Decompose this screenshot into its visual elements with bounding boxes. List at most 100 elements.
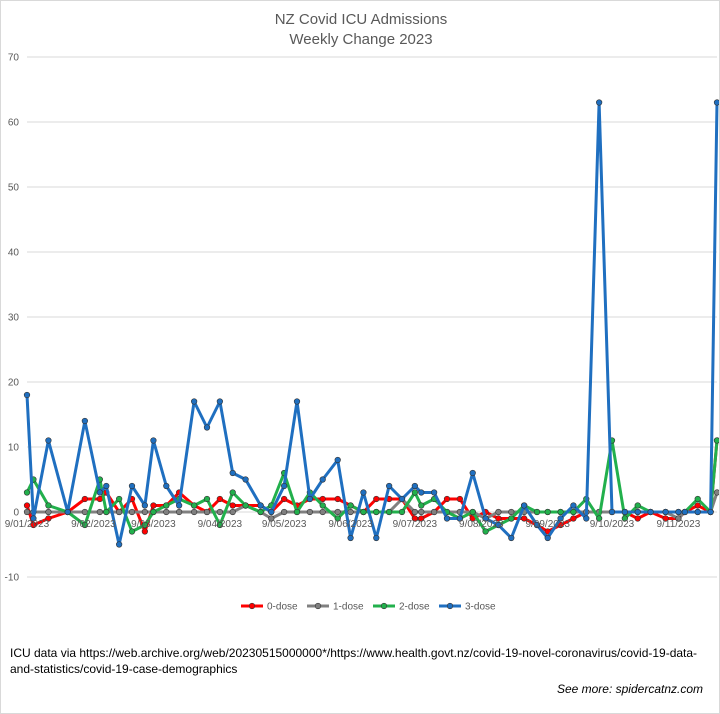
- data-point-2-dose: [482, 528, 489, 535]
- data-point-0-dose: [229, 502, 236, 509]
- y-tick-label: 40: [8, 248, 20, 259]
- data-point-2-dose: [713, 437, 719, 444]
- data-point-3-dose: [557, 515, 564, 522]
- data-point-1-dose: [116, 508, 123, 516]
- data-point-0-dose: [216, 495, 223, 503]
- data-point-3-dose: [411, 482, 418, 490]
- data-point-2-dose: [469, 508, 476, 516]
- data-point-2-dose: [634, 502, 641, 509]
- data-point-3-dose: [583, 515, 590, 522]
- data-point-2-dose: [411, 489, 418, 496]
- data-point-1-dose: [713, 489, 719, 496]
- legend-marker-0-dose: [248, 602, 256, 610]
- x-tick-label: 9/07/2023: [393, 519, 438, 530]
- data-point-2-dose: [398, 508, 406, 516]
- data-point-0-dose: [45, 515, 52, 522]
- data-point-3-dose: [150, 437, 157, 444]
- data-point-3-dose: [707, 508, 714, 516]
- data-point-3-dose: [621, 508, 628, 516]
- data-point-3-dose: [306, 495, 313, 503]
- data-point-0-dose: [456, 495, 463, 503]
- data-point-3-dose: [216, 398, 223, 405]
- data-point-1-dose: [96, 508, 103, 516]
- data-point-3-dose: [373, 534, 380, 542]
- data-point-3-dose: [319, 476, 326, 483]
- data-point-3-dose: [293, 398, 301, 405]
- data-point-3-dose: [533, 521, 541, 529]
- data-point-3-dose: [456, 515, 463, 522]
- data-point-3-dose: [103, 482, 110, 490]
- data-point-3-dose: [176, 502, 183, 509]
- data-point-2-dose: [203, 495, 211, 503]
- x-tick-label: 9/02/2023: [71, 519, 116, 530]
- data-point-1-dose: [675, 515, 682, 522]
- data-point-2-dose: [418, 502, 425, 509]
- data-point-1-dose: [45, 508, 52, 516]
- y-tick-label: 20: [8, 378, 20, 389]
- data-point-2-dose: [360, 508, 367, 516]
- y-tick-label: 60: [8, 118, 20, 129]
- data-point-1-dose: [23, 508, 31, 516]
- data-point-3-dose: [268, 508, 275, 516]
- data-point-3-dose: [64, 508, 71, 516]
- legend-label-1-dose: 1-dose: [333, 602, 364, 613]
- data-point-3-dose: [347, 534, 354, 542]
- chart-title: NZ Covid ICU Admissions: [274, 11, 448, 28]
- data-point-3-dose: [713, 99, 719, 106]
- data-point-2-dose: [163, 502, 170, 509]
- data-point-3-dose: [128, 482, 136, 490]
- data-point-3-dose: [544, 534, 551, 542]
- data-point-0-dose: [418, 515, 425, 522]
- legend-label-0-dose: 0-dose: [267, 602, 298, 613]
- data-point-3-dose: [675, 508, 682, 516]
- data-point-2-dose: [533, 508, 541, 516]
- x-tick-label: 9/04/2023: [198, 519, 243, 530]
- data-point-1-dose: [411, 508, 418, 516]
- data-point-3-dose: [360, 489, 367, 496]
- y-tick-label: 70: [8, 53, 20, 64]
- data-point-2-dose: [557, 508, 564, 516]
- data-point-2-dose: [128, 528, 136, 535]
- data-point-2-dose: [373, 508, 380, 516]
- data-point-2-dose: [508, 515, 515, 522]
- data-point-0-dose: [23, 502, 31, 509]
- legend-label-3-dose: 3-dose: [465, 602, 496, 613]
- data-point-1-dose: [191, 508, 198, 516]
- data-point-3-dose: [386, 482, 393, 490]
- data-point-3-dose: [521, 502, 528, 509]
- data-point-0-dose: [150, 502, 157, 509]
- data-point-1-dose: [128, 508, 136, 516]
- data-point-2-dose: [242, 502, 249, 509]
- data-point-3-dose: [681, 508, 688, 516]
- legend-marker-2-dose: [380, 602, 388, 610]
- y-tick-label: 0: [13, 508, 19, 519]
- x-tick-label: 9/05/2023: [262, 519, 307, 530]
- data-point-3-dose: [96, 489, 103, 496]
- data-point-3-dose: [141, 502, 148, 509]
- data-point-0-dose: [634, 515, 641, 522]
- data-point-1-dose: [418, 508, 425, 516]
- data-point-3-dose: [116, 541, 123, 548]
- y-tick-label: 50: [8, 183, 20, 194]
- data-point-3-dose: [23, 391, 31, 399]
- data-point-2-dose: [334, 515, 341, 522]
- data-point-3-dose: [398, 495, 406, 503]
- data-point-0-dose: [373, 495, 380, 503]
- data-point-3-dose: [257, 502, 264, 509]
- x-tick-label: 9/10/2023: [590, 519, 635, 530]
- data-point-3-dose: [30, 515, 37, 522]
- data-point-2-dose: [229, 489, 236, 496]
- data-point-2-dose: [257, 508, 264, 516]
- data-point-2-dose: [81, 521, 88, 529]
- data-point-3-dose: [163, 482, 170, 490]
- x-tick-label: 9/11/2023: [657, 519, 701, 530]
- data-point-0-dose: [141, 528, 148, 535]
- data-point-1-dose: [319, 508, 326, 516]
- data-point-2-dose: [319, 502, 326, 509]
- data-point-0-dose: [495, 515, 502, 522]
- data-point-3-dose: [418, 489, 425, 496]
- data-point-3-dose: [45, 437, 52, 444]
- data-point-0-dose: [334, 495, 341, 503]
- data-point-3-dose: [570, 502, 577, 509]
